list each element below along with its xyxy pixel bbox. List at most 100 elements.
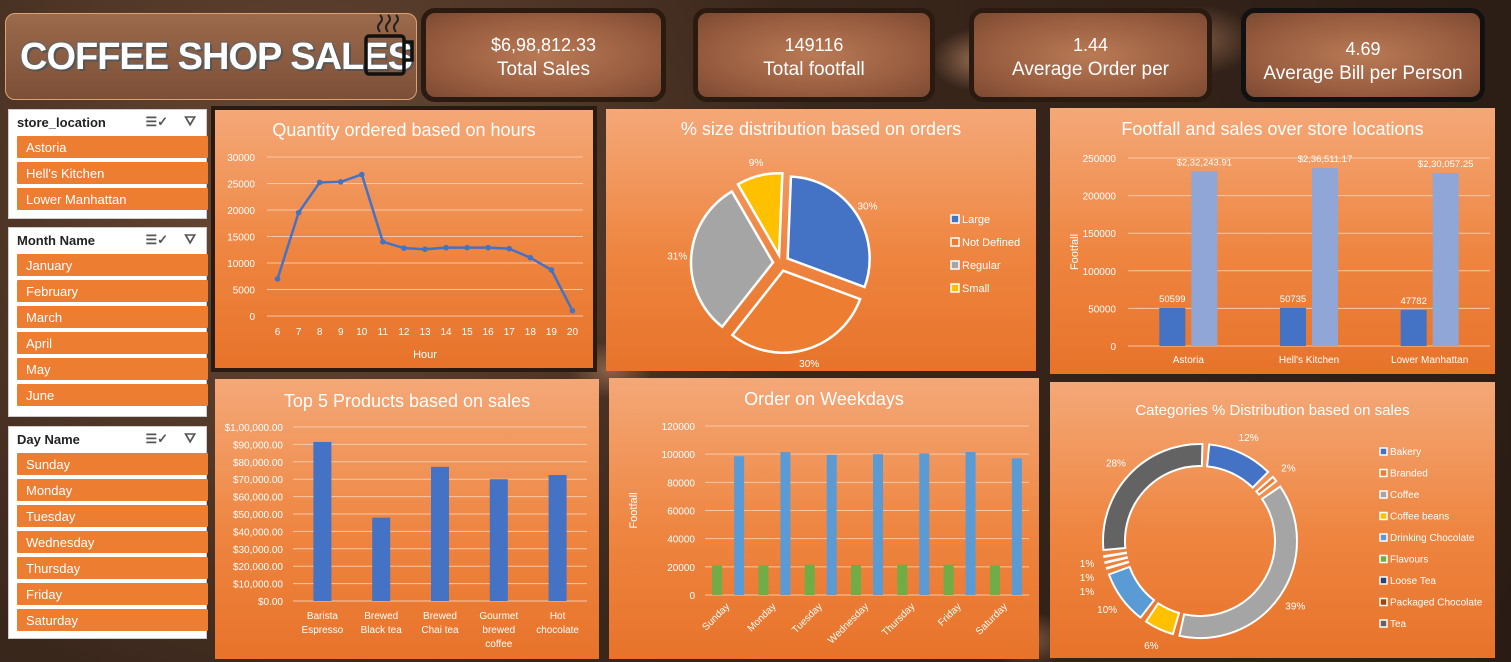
bar [965, 452, 976, 595]
y-tick-label: $10,000.00 [233, 580, 283, 591]
x-tick-label: Thursday [880, 601, 917, 638]
bar [1280, 307, 1306, 346]
y-tick-label: 5000 [233, 286, 256, 297]
multi-select-icon[interactable]: ☰✓ [145, 232, 168, 247]
multi-select-icon[interactable]: ☰✓ [145, 114, 168, 129]
slicer-item[interactable]: Hell's Kitchen [17, 162, 208, 184]
x-tick-label: Tuesday [790, 601, 825, 636]
data-point [569, 307, 576, 314]
chart-title: Quantity ordered based on hours [272, 120, 536, 140]
legend-label: Large [962, 214, 990, 226]
slicer-item[interactable]: June [17, 384, 208, 406]
x-tick-label: Brewed [423, 611, 457, 622]
x-tick-label: Lower Manhattan [1391, 355, 1468, 366]
bar [372, 517, 391, 601]
slicer-item[interactable]: Astoria [17, 136, 208, 158]
y-tick-label: $90,000.00 [233, 440, 283, 451]
chart-panel-categories: Categories % Distribution based on sales… [1050, 382, 1495, 658]
slicer-item[interactable]: January [17, 254, 208, 276]
bar [873, 454, 883, 595]
data-point [274, 276, 281, 282]
clear-filter-icon[interactable]: ⛛ [184, 430, 196, 446]
y-tick-label: 20000 [667, 563, 695, 574]
x-tick-label: 6 [275, 327, 281, 338]
data-point [295, 209, 302, 216]
y-tick-label: 200000 [1083, 192, 1117, 203]
data-point [401, 245, 407, 251]
legend-swatch [1379, 619, 1388, 628]
x-axis-label: Hour [413, 349, 437, 361]
slicer-item[interactable]: Wednesday [17, 531, 208, 553]
x-tick-label: 17 [504, 327, 516, 338]
slicer-item[interactable]: April [17, 332, 208, 354]
slicer-item[interactable]: Lower Manhattan [17, 188, 208, 210]
y-tick-label: 100000 [1083, 267, 1117, 278]
chart-hours: 0 5000 10000 15000 20000 25000 30000 6 7 8 9 10 11 12… [227, 153, 583, 361]
pie-slice [730, 269, 862, 354]
x-tick-label: 11 [378, 327, 389, 338]
multi-select-icon[interactable]: ☰✓ [145, 431, 168, 446]
x-tick-label: Monday [746, 601, 779, 634]
slicer-item[interactable]: Thursday [17, 557, 208, 579]
pie-slice [786, 175, 871, 289]
legend-label: Bakery [1390, 447, 1421, 458]
y-tick-label: 20000 [227, 206, 255, 217]
x-tick-label: Friday [936, 601, 963, 628]
x-tick-label: Barista [307, 611, 339, 622]
bar [313, 441, 332, 601]
slicer-item[interactable]: May [17, 358, 208, 380]
data-point [359, 171, 365, 178]
slicer-title: Month Name [17, 233, 95, 248]
slice-label: 1% [1080, 587, 1095, 598]
bar [548, 475, 567, 601]
data-point [337, 179, 344, 185]
slicer-title: store_location [17, 115, 106, 130]
donut-slice [1105, 560, 1130, 570]
y-tick-label: $1,00,000.00 [225, 423, 284, 434]
slicer-item[interactable]: Friday [17, 583, 208, 605]
x-tick-label: Astoria [1173, 355, 1205, 366]
slicer-item[interactable]: February [17, 280, 208, 302]
slicer-item[interactable]: Monday [17, 479, 208, 501]
chart-panel-weekdays: Order on Weekdays 0 20000 40000 60000 80000 1… [609, 378, 1039, 659]
dashboard-title: COFFEE SHOP SALES [20, 36, 413, 78]
data-point [443, 244, 449, 251]
slicer-day-name: Day Name ☰✓ ⛛ Sunday Monday Tuesday Wedn… [8, 426, 208, 639]
slicer-item[interactable]: March [17, 306, 208, 328]
x-tick-label: 8 [317, 327, 323, 338]
x-tick-label: 7 [296, 327, 302, 338]
y-tick-label: $40,000.00 [233, 527, 283, 538]
slice-label: 1% [1080, 559, 1095, 570]
chart-panel-hours: Quantity ordered based on hours 0 5000 100… [211, 106, 597, 372]
chart-title: Categories % Distribution based on sales [1135, 402, 1410, 419]
slicer-item[interactable]: Tuesday [17, 505, 208, 527]
clear-filter-icon[interactable]: ⛛ [184, 231, 196, 247]
slicer-item[interactable]: Sunday [17, 453, 208, 475]
legend-label: Drinking Chocolate [1390, 533, 1475, 544]
slice-label: 30% [799, 359, 819, 370]
slice-label: 39% [1285, 601, 1305, 612]
pie-slice [736, 172, 784, 260]
x-tick-label: 12 [398, 327, 410, 338]
slice-label: 9% [749, 158, 764, 169]
y-tick-label: 80000 [667, 478, 695, 489]
bar [1159, 307, 1186, 346]
y-tick-label: 100000 [662, 450, 696, 461]
slicer-header: Day Name ☰✓ ⛛ [9, 427, 206, 453]
x-tick-label: Gourmet [479, 611, 518, 622]
kpi-label: Total Sales [497, 59, 590, 80]
clear-filter-icon[interactable]: ⛛ [184, 113, 196, 129]
bar [734, 456, 745, 595]
slice-label: 31% [667, 252, 687, 263]
chart-title: Order on Weekdays [744, 389, 904, 409]
data-label: 50599 [1159, 294, 1185, 305]
y-axis-label: Footfall [628, 492, 640, 528]
kpi-value: $6,98,812.33 [490, 35, 597, 55]
slicer-item[interactable]: Saturday [17, 609, 208, 631]
y-tick-label: 0 [249, 312, 255, 323]
legend-swatch [950, 260, 960, 270]
x-tick-label: 19 [546, 327, 558, 338]
y-tick-label: $80,000.00 [233, 458, 283, 469]
legend-swatch [1379, 554, 1388, 564]
kpi-value: 1.44 [1072, 35, 1109, 55]
